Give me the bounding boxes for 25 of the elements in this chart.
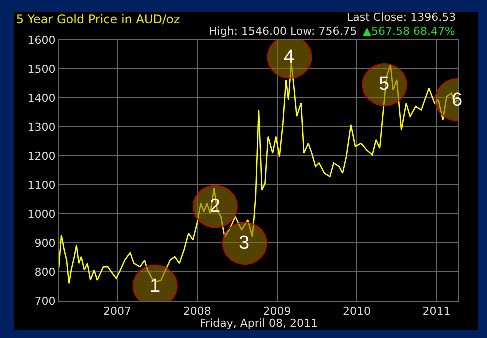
y-tick-label: 800 — [34, 266, 56, 279]
annotation: 5 — [379, 74, 390, 95]
chart-subtitle: High: 1546.00 Low: 756.75 — [209, 25, 358, 38]
text: Last Close: 1396.53 — [347, 11, 456, 24]
y-tick-label: 1600 — [28, 34, 56, 47]
annotation: 2 — [210, 196, 221, 217]
x-tick-label: 2010 — [343, 305, 372, 318]
x-tick-label: 2007 — [104, 305, 132, 318]
x-tick-label: 2009 — [263, 305, 292, 318]
y-tick-label: 1400 — [28, 92, 56, 105]
y-tick-label: 1000 — [28, 208, 56, 221]
x-tick-label: 2011 — [422, 305, 451, 318]
annotation: 4 — [284, 47, 295, 68]
text: Friday, April 08, 2011 — [200, 317, 318, 330]
x-tick-label: 2008 — [183, 305, 212, 318]
y-tick-label: 900 — [34, 236, 56, 250]
annotation: 1 — [150, 276, 161, 297]
annotation: 3 — [239, 233, 250, 254]
text: ▲567.58 68.47% — [363, 25, 456, 38]
y-tick-label: 1100 — [28, 178, 56, 192]
y-tick-label: 1200 — [28, 150, 56, 163]
y-tick-label: 700 — [34, 294, 56, 308]
y-tick-label: 1300 — [28, 120, 56, 134]
chart-title: 5 Year Gold Price in AUD/oz — [16, 12, 180, 27]
y-tick-label: 1500 — [28, 62, 56, 76]
